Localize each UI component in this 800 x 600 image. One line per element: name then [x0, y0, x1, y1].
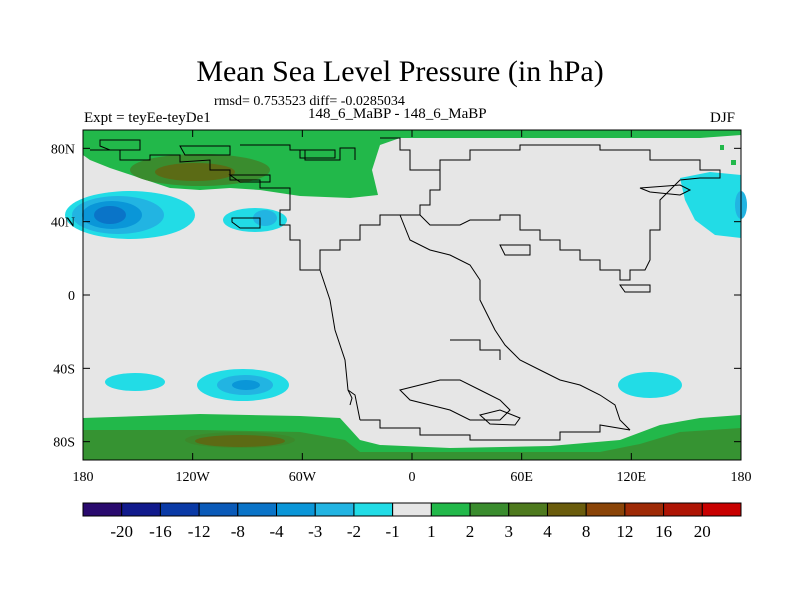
colorbar-swatch	[198, 502, 239, 517]
colorbar-swatch	[82, 502, 123, 517]
x-tick-label: 120E	[617, 470, 647, 485]
period-label: 148_6_MaBP - 148_6_MaBP	[308, 106, 487, 122]
colorbar-swatch	[546, 502, 587, 517]
satlantic-low-core	[232, 380, 260, 390]
antarctic-inner-region	[195, 435, 285, 447]
colorbar-label: 2	[466, 522, 475, 541]
x-tick-label: 180	[73, 470, 94, 485]
colorbar-swatch	[508, 502, 548, 517]
colorbar-label: -8	[231, 522, 245, 541]
colorbar-label: -4	[269, 522, 284, 541]
colorbar: -20 -16 -12 -8 -4 -3 -2 -1 1 2 3 4 8 12 16 20	[82, 502, 742, 541]
colorbar-label: 3	[505, 522, 514, 541]
experiment-label: Expt = teyEe-teyDe1	[84, 110, 211, 126]
y-tick-label: 80N	[51, 142, 75, 157]
colorbar-swatch	[624, 502, 665, 517]
npacific-low-core	[94, 206, 126, 224]
colorbar-swatch	[430, 502, 471, 517]
colorbar-label: -12	[188, 522, 211, 541]
coastlines	[90, 137, 721, 441]
npacific-east-low	[680, 172, 741, 238]
colorbar-label: 1	[427, 522, 436, 541]
x-tick-label: 60E	[510, 470, 533, 485]
stats-label: rmsd= 0.753523 diff= -0.0285034	[214, 94, 405, 109]
colorbar-swatch	[276, 502, 316, 517]
indian-low	[618, 372, 682, 398]
ne-patch-2	[731, 160, 736, 165]
colorbar-label: -20	[110, 522, 133, 541]
colorbar-label: -16	[149, 522, 172, 541]
y-tick-label: 40N	[51, 216, 75, 231]
colorbar-swatch	[237, 502, 278, 517]
season-label: DJF	[710, 110, 736, 126]
colorbar-label: -1	[386, 522, 400, 541]
ne-patch	[720, 145, 724, 150]
colorbar-swatch	[585, 502, 626, 517]
colorbar-label: -2	[347, 522, 361, 541]
colorbar-swatch	[392, 502, 432, 517]
colorbar-swatch	[701, 502, 742, 517]
x-tick-label: 180	[731, 470, 752, 485]
colorbar-label: 8	[582, 522, 591, 541]
colorbar-swatch	[353, 502, 394, 517]
x-tick-label: 60W	[289, 470, 317, 485]
x-tick-label: 0	[409, 470, 416, 485]
axis-ticks: 180 120W 60W 0 60E 120E 180 80N 40N 0 40S 80S	[51, 130, 752, 485]
colorbar-swatch	[159, 502, 200, 517]
arctic-inner-region	[155, 163, 235, 181]
colorbar-label: 4	[543, 522, 552, 541]
colorbar-swatch	[314, 502, 355, 517]
colorbar-label: 20	[694, 522, 711, 541]
colorbar-label: 16	[655, 522, 672, 541]
colorbar-label: -3	[308, 522, 322, 541]
colorbar-swatch	[663, 502, 703, 517]
spacific-low-1	[105, 373, 165, 391]
colorbar-label: 12	[616, 522, 633, 541]
y-tick-label: 0	[68, 289, 75, 304]
chart-title: Mean Sea Level Pressure (in hPa)	[196, 55, 604, 88]
y-tick-label: 40S	[53, 362, 75, 377]
namerica-low-core	[253, 210, 277, 226]
colorbar-swatch	[469, 502, 510, 517]
x-tick-label: 120W	[176, 470, 211, 485]
y-tick-label: 80S	[53, 436, 75, 451]
colorbar-swatch	[121, 502, 161, 517]
